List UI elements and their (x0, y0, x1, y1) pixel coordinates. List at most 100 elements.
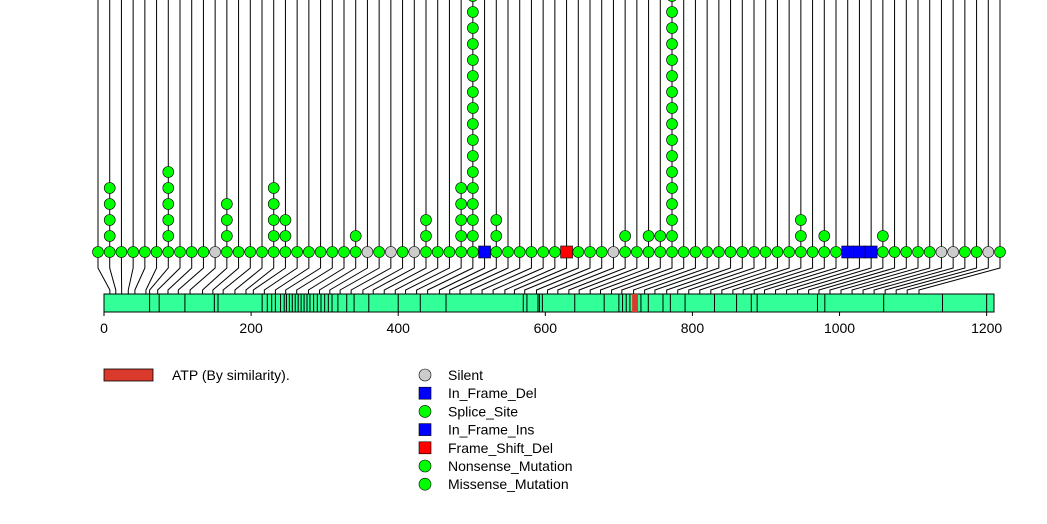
mutation-connector (329, 252, 368, 294)
mutation-connector (459, 252, 509, 294)
mutation-connector (829, 252, 907, 294)
mutation-stems (97, 0, 1001, 252)
mutation-marker-missense-mutation (455, 182, 467, 194)
mutation-connector (513, 252, 568, 294)
mutation-marker-missense-mutation (221, 198, 233, 210)
mutation-marker-missense-mutation (795, 246, 807, 258)
mutation-marker-silent (607, 246, 620, 258)
mutation-marker-missense-mutation (232, 246, 245, 258)
mutation-connector (492, 252, 544, 294)
mutation-marker-missense-mutation (572, 246, 585, 258)
mutation-marker-missense-mutation (513, 246, 526, 258)
mutation-marker-silent (209, 246, 221, 258)
mutation-connector (319, 252, 357, 294)
mutation-marker-missense-mutation (174, 246, 186, 258)
mutation-marker-missense-mutation (667, 0, 677, 2)
mutation-connector (149, 252, 169, 294)
mutation-marker-missense-mutation (185, 246, 198, 258)
mutation-marker-silent (947, 246, 959, 258)
mutation-marker-missense-mutation (244, 246, 257, 258)
mutation-marker-missense-mutation (467, 86, 479, 98)
mutation-marker-missense-mutation (795, 230, 807, 242)
mutation-connector (177, 252, 204, 294)
mutation-marker-missense-mutation (619, 230, 631, 242)
mutation-connector (524, 252, 579, 294)
mutation-marker-missense-mutation (666, 230, 678, 242)
mutation-connector (212, 252, 240, 294)
mutation-connector (621, 252, 685, 294)
mutation-connector (145, 252, 158, 294)
mutation-marker-missense-mutation (654, 246, 667, 258)
mutation-connector (873, 252, 954, 294)
legend: ATP (By similarity). Silent In_Frame_Del Sp… (103, 367, 573, 492)
x-axis: 0 200 400 600 800 1000 1200 (100, 312, 1002, 336)
mutation-marker-missense-mutation (349, 230, 362, 242)
mutation-marker-missense-mutation (923, 246, 936, 258)
mutation-connector (167, 252, 193, 294)
mutation-marker-missense-mutation (677, 246, 690, 258)
x-tick-label: 600 (534, 320, 558, 336)
mutation-connector (504, 252, 556, 294)
mutation-marker-missense-mutation (197, 246, 210, 258)
mutation-marker-missense-mutation (795, 214, 807, 226)
mutation-connector (840, 252, 919, 294)
mutation-marker-missense-mutation (467, 70, 479, 82)
mutation-marker-missense-mutation (900, 246, 913, 258)
mutation-marker-missense-mutation (467, 246, 479, 258)
mutation-connector (599, 252, 661, 294)
mutation-marker-missense-mutation (666, 38, 678, 50)
mutation-connector (666, 252, 732, 294)
mutation-connector (481, 252, 532, 294)
mutation-marker-missense-mutation (912, 246, 924, 258)
mutation-connector (245, 252, 275, 294)
mutation-marker-missense-mutation (502, 246, 514, 258)
mutation-marker-missense-mutation (666, 6, 678, 18)
mutation-marker-missense-mutation (455, 246, 467, 258)
mutation-marker-missense-mutation (771, 246, 784, 258)
mutation-marker-missense-mutation (420, 246, 432, 258)
mutation-marker-missense-mutation (666, 246, 678, 258)
mutation-connector (654, 252, 720, 294)
mutation-marker-in-frame-del (853, 245, 866, 259)
mutation-connector (189, 252, 216, 294)
mutation-marker-missense-mutation (490, 230, 503, 242)
mutation-marker-missense-mutation (267, 230, 280, 242)
mutation-marker-silent (935, 246, 948, 258)
mutation-connector (753, 252, 825, 294)
mutation-marker-missense-mutation (455, 230, 467, 242)
mutation-marker-missense-mutation (666, 150, 678, 162)
mutation-marker-missense-mutation (877, 246, 889, 258)
mutation-connector (372, 252, 415, 294)
mutation-marker-missense-mutation (877, 230, 889, 242)
mutation-connector (547, 252, 603, 294)
mutation-marker-silent (408, 246, 421, 258)
mutation-marker-missense-mutation (666, 86, 678, 98)
mutation-connector (285, 252, 322, 294)
mutation-connector (405, 252, 450, 294)
mutation-connector (644, 252, 708, 294)
mutation-connector (350, 252, 392, 294)
mutation-marker-missense-mutation (467, 134, 479, 146)
mutation-marker-in-frame-del (864, 245, 878, 259)
mutation-marker-missense-mutation (666, 118, 678, 130)
mutation-marker-missense-mutation (92, 246, 104, 258)
mutation-marker-missense-mutation (830, 246, 842, 258)
mutation-connector (808, 252, 884, 294)
mutation-connector (688, 252, 755, 294)
mutation-marker-missense-mutation (642, 230, 655, 242)
mutation-connector (851, 252, 931, 294)
mutation-marker-missense-mutation (666, 134, 678, 146)
mutation-marker-missense-mutation (162, 198, 175, 210)
mutation-marker-missense-mutation (221, 246, 233, 258)
mutation-connector (296, 252, 333, 294)
mutation-marker-missense-mutation (279, 246, 292, 258)
mutation-marker-missense-mutation (818, 230, 831, 242)
mutation-legend-symbol (418, 368, 432, 382)
mutation-connector (339, 252, 380, 294)
mutation-connector (568, 252, 626, 294)
mutation-marker-silent (361, 246, 374, 258)
mutation-marker-missense-mutation (150, 246, 163, 258)
mutation-marker-missense-mutation (666, 182, 678, 194)
mutation-connector (394, 252, 439, 294)
